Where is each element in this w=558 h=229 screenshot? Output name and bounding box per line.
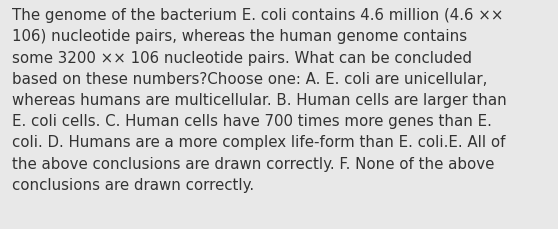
Text: The genome of the bacterium E. coli contains 4.6 million (4.6 ××
106) nucleotide: The genome of the bacterium E. coli cont… bbox=[12, 8, 507, 192]
